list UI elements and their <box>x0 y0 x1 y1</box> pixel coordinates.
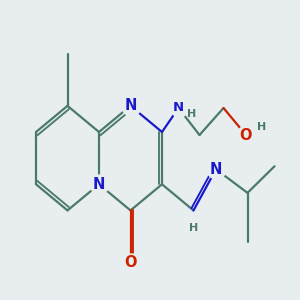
Text: O: O <box>124 255 137 270</box>
Text: H: H <box>257 122 266 132</box>
Text: N: N <box>210 162 222 177</box>
Text: N: N <box>124 98 137 113</box>
Text: N: N <box>93 177 105 192</box>
Text: H: H <box>188 110 196 119</box>
Text: N: N <box>173 101 184 115</box>
Text: H: H <box>190 224 199 233</box>
Text: O: O <box>240 128 252 142</box>
